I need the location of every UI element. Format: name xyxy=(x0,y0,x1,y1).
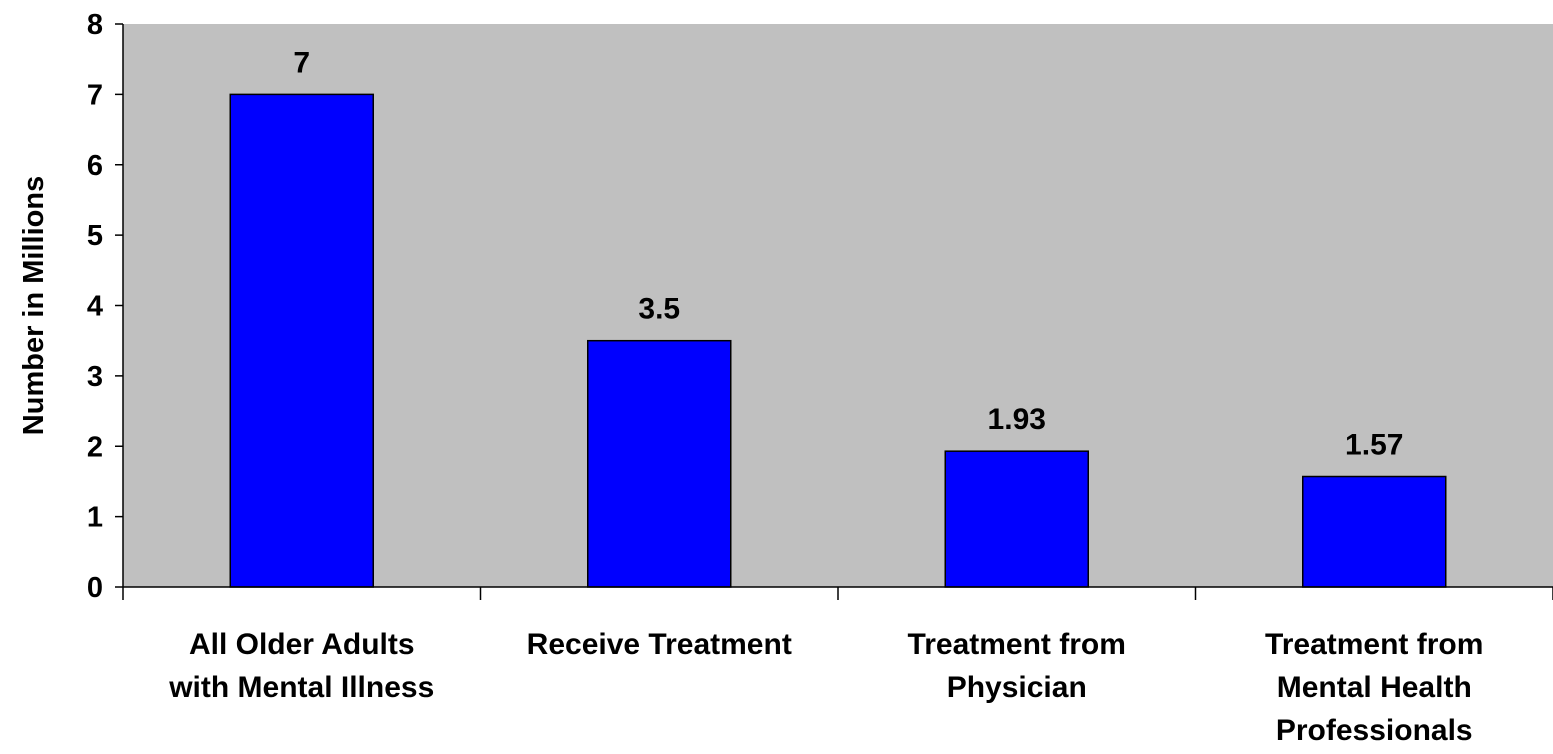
y-axis-label: Number in Millions xyxy=(18,176,50,435)
bar-3 xyxy=(1302,475,1447,588)
y-tick-label-6: 6 xyxy=(87,150,103,182)
y-tick-label-4: 4 xyxy=(87,291,103,323)
bar-2 xyxy=(944,450,1089,588)
x-category-label-3: Treatment from Mental Health Professionals xyxy=(1265,628,1483,747)
y-tick-label-3: 3 xyxy=(87,361,103,393)
value-label-1: 3.5 xyxy=(638,293,680,326)
y-tick-label-7: 7 xyxy=(87,79,103,111)
value-label-0: 7 xyxy=(293,46,310,79)
x-category-label-1: Receive Treatment xyxy=(527,628,792,661)
bars-layer xyxy=(229,93,1447,588)
x-category-label-2: Treatment from Physician xyxy=(908,628,1126,704)
y-tick-label-1: 1 xyxy=(87,502,103,534)
y-tick-label-0: 0 xyxy=(87,572,103,604)
y-tick-label-8: 8 xyxy=(87,9,103,41)
x-category-label-0: All Older Adults with Mental Illness xyxy=(168,628,434,704)
value-label-3: 1.57 xyxy=(1345,429,1403,462)
value-label-2: 1.93 xyxy=(988,403,1046,436)
bar-0 xyxy=(229,93,374,588)
axes-layer xyxy=(115,23,1553,600)
labels-layer: 7 3.5 1.93 1.57 0 1 2 3 4 5 6 7 8 All Older Adults wit… xyxy=(87,9,1484,747)
bar-1 xyxy=(587,339,732,588)
y-tick-label-5: 5 xyxy=(87,220,103,252)
y-tick-label-2: 2 xyxy=(87,431,103,463)
